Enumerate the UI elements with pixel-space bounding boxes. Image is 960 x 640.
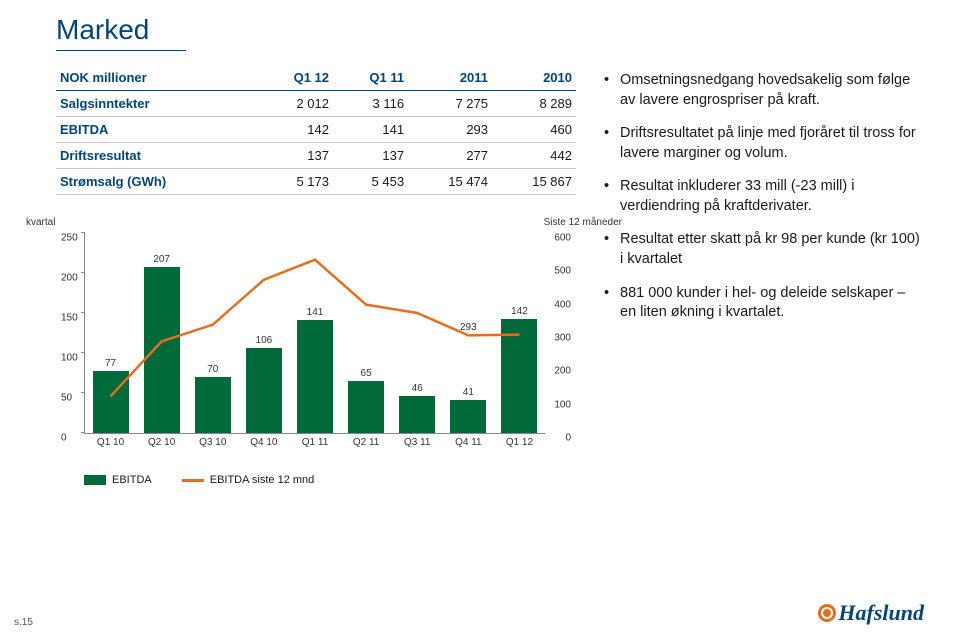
left-tick-label: 0 [61,433,67,444]
bullet-item: Omsetningsnedgang hovedsakelig som følge… [604,71,920,110]
right-tick-label: 100 [554,399,571,410]
category-label: Q1 11 [302,437,329,448]
hafslund-logo: Hafslund [821,600,924,626]
table-row: Salgsinntekter2 0123 1167 2758 289 [56,91,576,117]
right-tick-label: 400 [554,299,571,310]
category-label: Q3 11 [404,437,431,448]
table-header: Q1 12 [257,65,333,91]
table-cell: 293 [408,117,492,143]
table-cell: 5 453 [333,169,408,195]
page-number: s.15 [14,617,33,628]
table-cell: 5 173 [257,169,333,195]
legend-line-label: EBITDA siste 12 mnd [210,474,315,486]
financial-table: NOK millionerQ1 12Q1 1120112010 Salgsinn… [56,65,576,195]
left-tick-label: 200 [61,273,78,284]
table-cell: Driftsresultat [56,143,257,169]
category-label: Q4 11 [455,437,482,448]
legend-bar-swatch [84,475,106,485]
table-cell: Salgsinntekter [56,91,257,117]
table-cell: 277 [408,143,492,169]
table-row: Driftsresultat137137277442 [56,143,576,169]
bullet-item: Resultat etter skatt på kr 98 per kunde … [604,230,920,269]
right-axis-label: Siste 12 måneder [544,217,622,228]
table-header: NOK millioner [56,65,257,91]
ebitda-chart: kvartal Siste 12 måneder 050100150200250… [56,233,576,486]
table-row: EBITDA142141293460 [56,117,576,143]
page-title: Marked [56,14,149,45]
table-row: Strømsalg (GWh)5 1735 45315 47415 867 [56,169,576,195]
table-cell: 142 [257,117,333,143]
table-cell: 8 289 [492,91,576,117]
bullet-item: Driftsresultatet på linje med fjoråret t… [604,124,920,163]
legend-bar-label: EBITDA [112,474,152,486]
category-label: Q3 10 [199,437,226,448]
table-cell: 15 867 [492,169,576,195]
left-axis-label: kvartal [26,217,55,228]
table-header: 2010 [492,65,576,91]
chart-legend: EBITDA EBITDA siste 12 mnd [84,474,576,486]
table-cell: EBITDA [56,117,257,143]
right-tick-label: 600 [554,233,571,244]
bullet-list: Omsetningsnedgang hovedsakelig som følge… [604,71,920,323]
right-tick-label: 200 [554,366,571,377]
category-label: Q2 11 [353,437,380,448]
table-cell: 15 474 [408,169,492,195]
table-header: 2011 [408,65,492,91]
bullet-item: Resultat inkluderer 33 mill (-23 mill) i… [604,177,920,216]
table-cell: 141 [333,117,408,143]
logo-dot-icon [821,607,833,619]
category-label: Q1 10 [97,437,124,448]
left-tick-label: 50 [61,393,72,404]
bullet-item: 881 000 kunder i hel- og deleide selskap… [604,284,920,323]
left-tick-label: 100 [61,353,78,364]
table-cell: 3 116 [333,91,408,117]
category-label: Q4 10 [250,437,277,448]
category-label: Q2 10 [148,437,175,448]
right-tick-label: 0 [565,433,571,444]
table-cell: Strømsalg (GWh) [56,169,257,195]
line-value-label: 293 [460,322,477,333]
table-cell: 460 [492,117,576,143]
table-cell: 7 275 [408,91,492,117]
left-tick-label: 150 [61,313,78,324]
left-tick-label: 250 [61,233,78,244]
legend-line-swatch [182,479,204,482]
table-header: Q1 11 [333,65,408,91]
logo-text: Hafslund [838,600,924,626]
right-tick-label: 300 [554,333,571,344]
table-cell: 137 [257,143,333,169]
right-tick-label: 500 [554,266,571,277]
table-cell: 2 012 [257,91,333,117]
table-cell: 137 [333,143,408,169]
table-cell: 442 [492,143,576,169]
category-label: Q1 12 [506,437,533,448]
